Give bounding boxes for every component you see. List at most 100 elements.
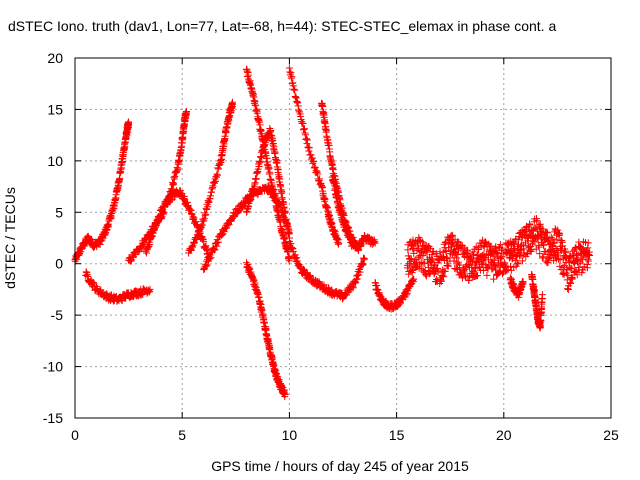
series-arc-l	[328, 173, 379, 255]
data-point	[559, 270, 567, 278]
data-point	[492, 243, 500, 251]
x-tick-label: 0	[71, 427, 79, 443]
data-point	[429, 256, 437, 264]
data-point	[556, 262, 564, 270]
data-point	[562, 249, 570, 257]
data-point	[408, 267, 416, 275]
y-tick-label: -10	[43, 359, 63, 375]
y-tick-label: 5	[55, 204, 63, 220]
data-point	[441, 267, 449, 275]
data-point	[204, 203, 212, 211]
data-point	[213, 171, 221, 179]
data-point	[509, 239, 517, 247]
data-point	[305, 144, 313, 152]
data-point	[281, 390, 289, 398]
data-point	[559, 263, 567, 271]
data-point	[553, 236, 561, 244]
data-point	[544, 258, 552, 266]
data-point	[125, 120, 133, 128]
y-tick-label: -5	[51, 307, 64, 323]
data-point	[256, 121, 264, 129]
data-point	[475, 246, 483, 254]
y-axis-label: dSTEC / TECUs	[2, 187, 18, 289]
data-point	[170, 180, 178, 188]
series-arc-a	[71, 118, 133, 265]
data-point	[519, 278, 527, 286]
data-point	[567, 279, 575, 287]
data-point	[437, 277, 445, 285]
data-marks	[71, 64, 594, 401]
data-point	[513, 260, 521, 268]
data-point	[434, 267, 442, 275]
data-point	[483, 271, 491, 279]
data-point	[536, 250, 544, 258]
series-arc-d	[243, 65, 293, 265]
data-point	[557, 247, 565, 255]
data-point	[410, 275, 418, 283]
data-point	[444, 262, 452, 270]
series-arc-g	[243, 259, 289, 401]
data-point	[310, 158, 318, 166]
data-point	[492, 248, 500, 256]
data-point	[299, 119, 307, 127]
series-arc-i	[200, 182, 293, 274]
data-point	[572, 267, 580, 275]
data-point	[526, 221, 534, 229]
data-point	[583, 264, 591, 272]
data-point	[182, 107, 190, 115]
data-point	[538, 291, 546, 299]
data-point	[573, 271, 581, 279]
data-point	[202, 211, 210, 219]
data-point	[533, 217, 541, 225]
data-point	[579, 266, 587, 274]
data-point	[360, 255, 368, 263]
data-point	[470, 251, 478, 259]
data-point	[359, 261, 367, 269]
data-point	[498, 244, 506, 252]
data-point	[204, 249, 212, 257]
data-point	[584, 255, 592, 263]
series-arc-j	[243, 124, 293, 242]
series-arc-e	[285, 64, 343, 248]
data-point	[479, 260, 487, 268]
data-point	[568, 264, 576, 272]
data-point	[281, 208, 289, 216]
data-point	[479, 266, 487, 274]
y-tick-label: 15	[47, 101, 63, 117]
data-point	[454, 258, 462, 266]
data-point	[516, 246, 524, 254]
grid-lines	[75, 58, 611, 418]
plot-frame	[74, 57, 612, 419]
data-point	[472, 259, 480, 267]
series-arc-c	[185, 98, 237, 257]
data-point	[422, 271, 430, 279]
series-arc-f	[318, 99, 362, 252]
data-point	[288, 73, 296, 81]
data-point	[404, 261, 412, 269]
data-point	[440, 272, 447, 280]
data-point	[530, 238, 538, 246]
chart-title: dSTEC Iono. truth (dav1, Lon=77, Lat=-68…	[8, 18, 556, 34]
data-point	[539, 253, 547, 261]
data-point	[549, 239, 557, 247]
data-point	[566, 279, 574, 287]
y-tick-label: 0	[55, 256, 63, 272]
data-point	[468, 257, 476, 265]
data-point	[335, 239, 343, 247]
data-point	[535, 243, 543, 251]
data-point	[460, 266, 468, 274]
x-axis-label: GPS time / hours of day 245 of year 2015	[211, 458, 469, 474]
data-point	[556, 256, 564, 264]
data-point	[491, 266, 499, 274]
data-point	[491, 244, 499, 252]
data-point	[565, 258, 573, 266]
data-point	[474, 272, 482, 280]
data-point	[465, 276, 473, 284]
x-tick-label: 10	[282, 427, 298, 443]
series-arc-k	[285, 237, 368, 303]
data-point	[200, 215, 208, 223]
series-arc-b	[125, 107, 190, 265]
data-point	[564, 285, 572, 293]
data-point	[568, 274, 576, 282]
